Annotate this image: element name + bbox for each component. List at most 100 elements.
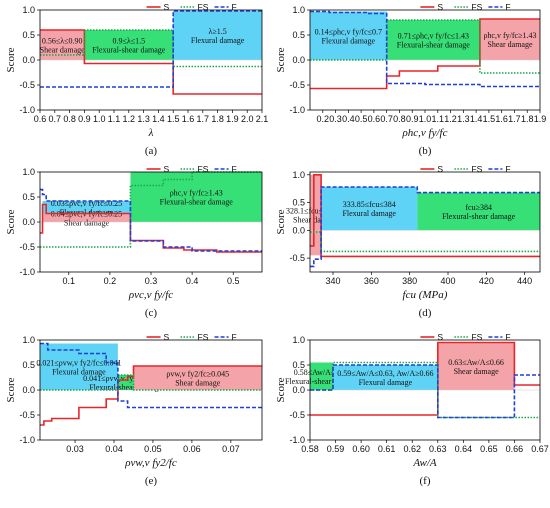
y-axis-label: Score: [5, 377, 17, 402]
y-tick-label: 0.5: [292, 360, 305, 370]
region-label: Flexural-shear damage: [285, 377, 359, 386]
x-tick-label: 1.3: [137, 114, 150, 124]
y-tick-label: -1.0: [19, 435, 35, 445]
y-tick-label: 0.0: [292, 385, 305, 395]
x-tick-label: 1.0: [419, 114, 432, 124]
x-tick-label: 0.07: [222, 444, 240, 454]
region-label: 0.9≤λ≤1.5: [112, 37, 145, 46]
x-tick-label: 0.5: [355, 114, 368, 124]
damage-region: [310, 11, 387, 60]
legend-label: FS: [198, 2, 209, 12]
region-label: Flexural damage: [52, 367, 106, 376]
series-line-f: [40, 10, 262, 88]
region-label: 0.14≤ρhc,v fy/fc≤0.7: [315, 27, 382, 36]
legend-label: F: [232, 164, 237, 174]
region-label: 333.85≤fcu≤384: [343, 200, 396, 209]
legend-label: S: [164, 332, 170, 342]
region-label: Flexural-shear damage: [89, 383, 163, 392]
region-label: Shear damage: [40, 46, 86, 55]
legend-label: FS: [198, 164, 209, 174]
x-tick-label: 0.61: [378, 444, 396, 454]
x-tick-label: 0.65: [480, 444, 498, 454]
x-tick-label: 360: [364, 276, 379, 286]
region-label: ρhc,v fy/fc≥1.43: [170, 189, 223, 198]
y-tick-label: -0.5: [19, 242, 35, 252]
x-tick-label: 440: [517, 276, 532, 286]
y-tick-label: 1.0: [22, 335, 35, 345]
x-tick-label: 0.04: [105, 444, 123, 454]
series-line-fs: [40, 29, 262, 68]
y-tick-label: -1.0: [19, 105, 35, 115]
x-tick-label: 0.60: [352, 444, 370, 454]
legend-label: S: [164, 2, 170, 12]
x-tick-label: 1.0: [93, 114, 106, 124]
region-label: fcu≥384: [465, 203, 492, 212]
x-tick-label: 1.2: [444, 114, 457, 124]
x-tick-label: 0.59: [327, 444, 345, 454]
damage-region: [42, 213, 131, 222]
x-tick-label: 1.5: [483, 114, 496, 124]
region-label: Shear damage: [454, 367, 500, 376]
x-tick-label: 0.3: [329, 114, 342, 124]
region-label: Flexural-shear damage: [160, 198, 234, 207]
region-label: ρvw,v fy2/fc≥0.045: [166, 370, 229, 379]
y-tick-label: 0.5: [22, 360, 35, 370]
legend-label: F: [505, 332, 510, 342]
x-tick-label: 0.5: [227, 276, 240, 286]
region-label: 0.021≤ρvw,v fy2/fc≤0.041: [36, 358, 121, 367]
x-axis-label: ρhc,v fy/fc: [402, 127, 448, 139]
y-tick-label: -0.5: [289, 80, 305, 90]
x-tick-label: 0.7: [49, 114, 62, 124]
x-tick-label: 0.7: [380, 114, 393, 124]
legend-label: FS: [471, 2, 482, 12]
x-tick-label: 1.3: [457, 114, 470, 124]
region-label: Shear damage: [64, 218, 110, 227]
region-label: Flexural damage: [191, 36, 245, 45]
legend-label: FS: [198, 332, 209, 342]
damage-region: [173, 11, 262, 60]
x-tick-label: 2.0: [241, 114, 254, 124]
x-tick-label: 420: [479, 276, 494, 286]
y-tick-label: 0.5: [292, 30, 305, 40]
y-tick-label: -0.5: [19, 410, 35, 420]
y-axis-label: Score: [275, 47, 287, 72]
series-line-fs: [40, 171, 262, 248]
x-axis-label: ρvw,v fy2/fc: [124, 457, 177, 469]
y-tick-label: 0.0: [22, 55, 35, 65]
x-tick-label: 0.67: [531, 444, 549, 454]
x-tick-label: 1.5: [167, 114, 180, 124]
region-label: 0.58≤Aw/A≤0.59: [294, 368, 350, 377]
y-tick-label: 0.0: [22, 385, 35, 395]
y-tick-label: -1.0: [19, 267, 35, 277]
damage-region: [321, 187, 418, 231]
x-tick-label: 1.4: [470, 114, 483, 124]
region-label: 0.59≤Aw/A≤0.63, Aw/A≥0.66: [337, 369, 433, 378]
region-label: Shear damage: [175, 379, 221, 388]
x-tick-label: 0.64: [455, 444, 473, 454]
y-tick-label: -0.5: [289, 410, 305, 420]
region-label: Flexural-shear damage: [397, 41, 471, 50]
legend-label: S: [164, 164, 170, 174]
x-tick-label: 1.6: [495, 114, 508, 124]
damage-region: [130, 172, 262, 222]
x-tick-label: 400: [440, 276, 455, 286]
legend-label: FS: [471, 332, 482, 342]
x-tick-label: 1.9: [226, 114, 239, 124]
region-label: 0.71≤ρhc,v fy/fc≤1.43: [398, 32, 469, 41]
damage-region: [310, 362, 333, 390]
x-tick-label: 2.1: [256, 114, 269, 124]
series-line-f: [310, 10, 540, 88]
x-axis-label: fcu (MPa): [403, 289, 448, 301]
y-tick-label: -1.0: [289, 435, 305, 445]
legend-label: FS: [471, 164, 482, 174]
x-tick-label: 380: [402, 276, 417, 286]
panel-label: (e): [145, 475, 158, 487]
damage-region: [117, 375, 134, 390]
legend-label: F: [232, 2, 237, 12]
series-line-fs: [310, 19, 540, 74]
panel-label: (f): [420, 475, 431, 487]
x-tick-label: 0.8: [393, 114, 406, 124]
region-label: Flexural damage: [359, 378, 413, 387]
